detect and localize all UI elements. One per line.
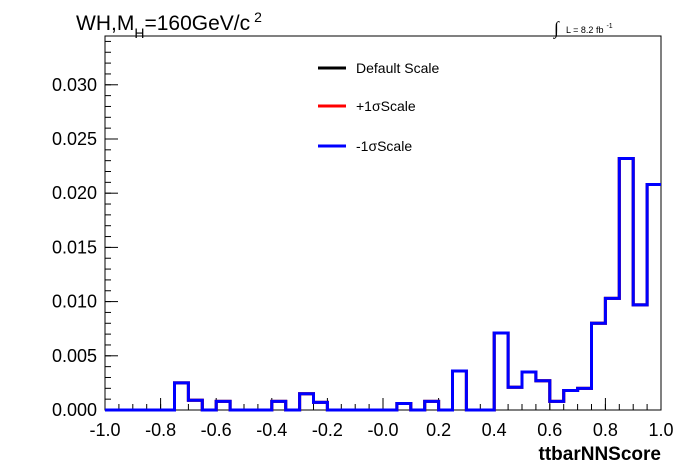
y-tick-label: 0.020	[52, 183, 97, 203]
lumi-text: L = 8.2 fb -1	[566, 23, 613, 35]
lumi-value: L = 8.2 fb	[566, 25, 603, 35]
chart-title: WH,MH=160GeV/c 2	[76, 9, 262, 41]
plot-frame	[104, 35, 662, 411]
x-tick-label: -1.0	[89, 420, 120, 440]
x-tick-label: 0.4	[482, 420, 507, 440]
y-tick-label: 0.000	[52, 400, 97, 420]
x-tick-label: 0.6	[537, 420, 562, 440]
lumi-integral-sign: ∫	[553, 18, 560, 39]
y-tick-label: 0.030	[52, 75, 97, 95]
legend-label-0: Default Scale	[356, 60, 439, 76]
x-tick-label: -0.4	[256, 420, 287, 440]
series-line-1	[105, 156, 661, 412]
y-tick-label: 0.005	[52, 346, 97, 366]
x-tick-label: 1.0	[648, 420, 673, 440]
x-tick-label: -0.6	[201, 420, 232, 440]
x-tick-label: 0.8	[593, 420, 618, 440]
chart-title-subscript: H	[134, 25, 144, 41]
legend-label-1: +1σScale	[356, 98, 416, 114]
x-tick-label: -0.0	[367, 420, 398, 440]
y-tick-label: 0.015	[52, 237, 97, 257]
series-line-0	[105, 156, 661, 412]
x-tick-label: -0.2	[312, 420, 343, 440]
x-tick-label: -0.8	[145, 420, 176, 440]
lumi-superscript: -1	[606, 23, 612, 30]
x-axis: -1.0 -0.8 -0.6 -0.4 -0.2 -0.0 0.2 0.4 0.6 0.8 1.0	[89, 398, 674, 440]
legend-label-2: -1σScale	[356, 138, 412, 154]
series-line-2	[105, 156, 661, 412]
legend: Default Scale +1σScale -1σScale	[318, 60, 439, 154]
y-axis: 0.000 0.005 0.010 0.015 0.020 0.025 0.030	[52, 40, 118, 420]
chart-title-mid: =160GeV/c	[144, 12, 250, 35]
y-tick-label: 0.025	[52, 129, 97, 149]
y-tick-label: 0.010	[52, 292, 97, 312]
x-axis-label: ttbarNNScore	[539, 444, 661, 465]
x-tick-label: 0.2	[426, 420, 451, 440]
chart-title-superscript: 2	[254, 9, 262, 25]
series-layer	[105, 156, 661, 412]
chart-title-prefix: WH,M	[76, 12, 134, 35]
lumi-label: ∫ L = 8.2 fb -1	[553, 18, 613, 39]
